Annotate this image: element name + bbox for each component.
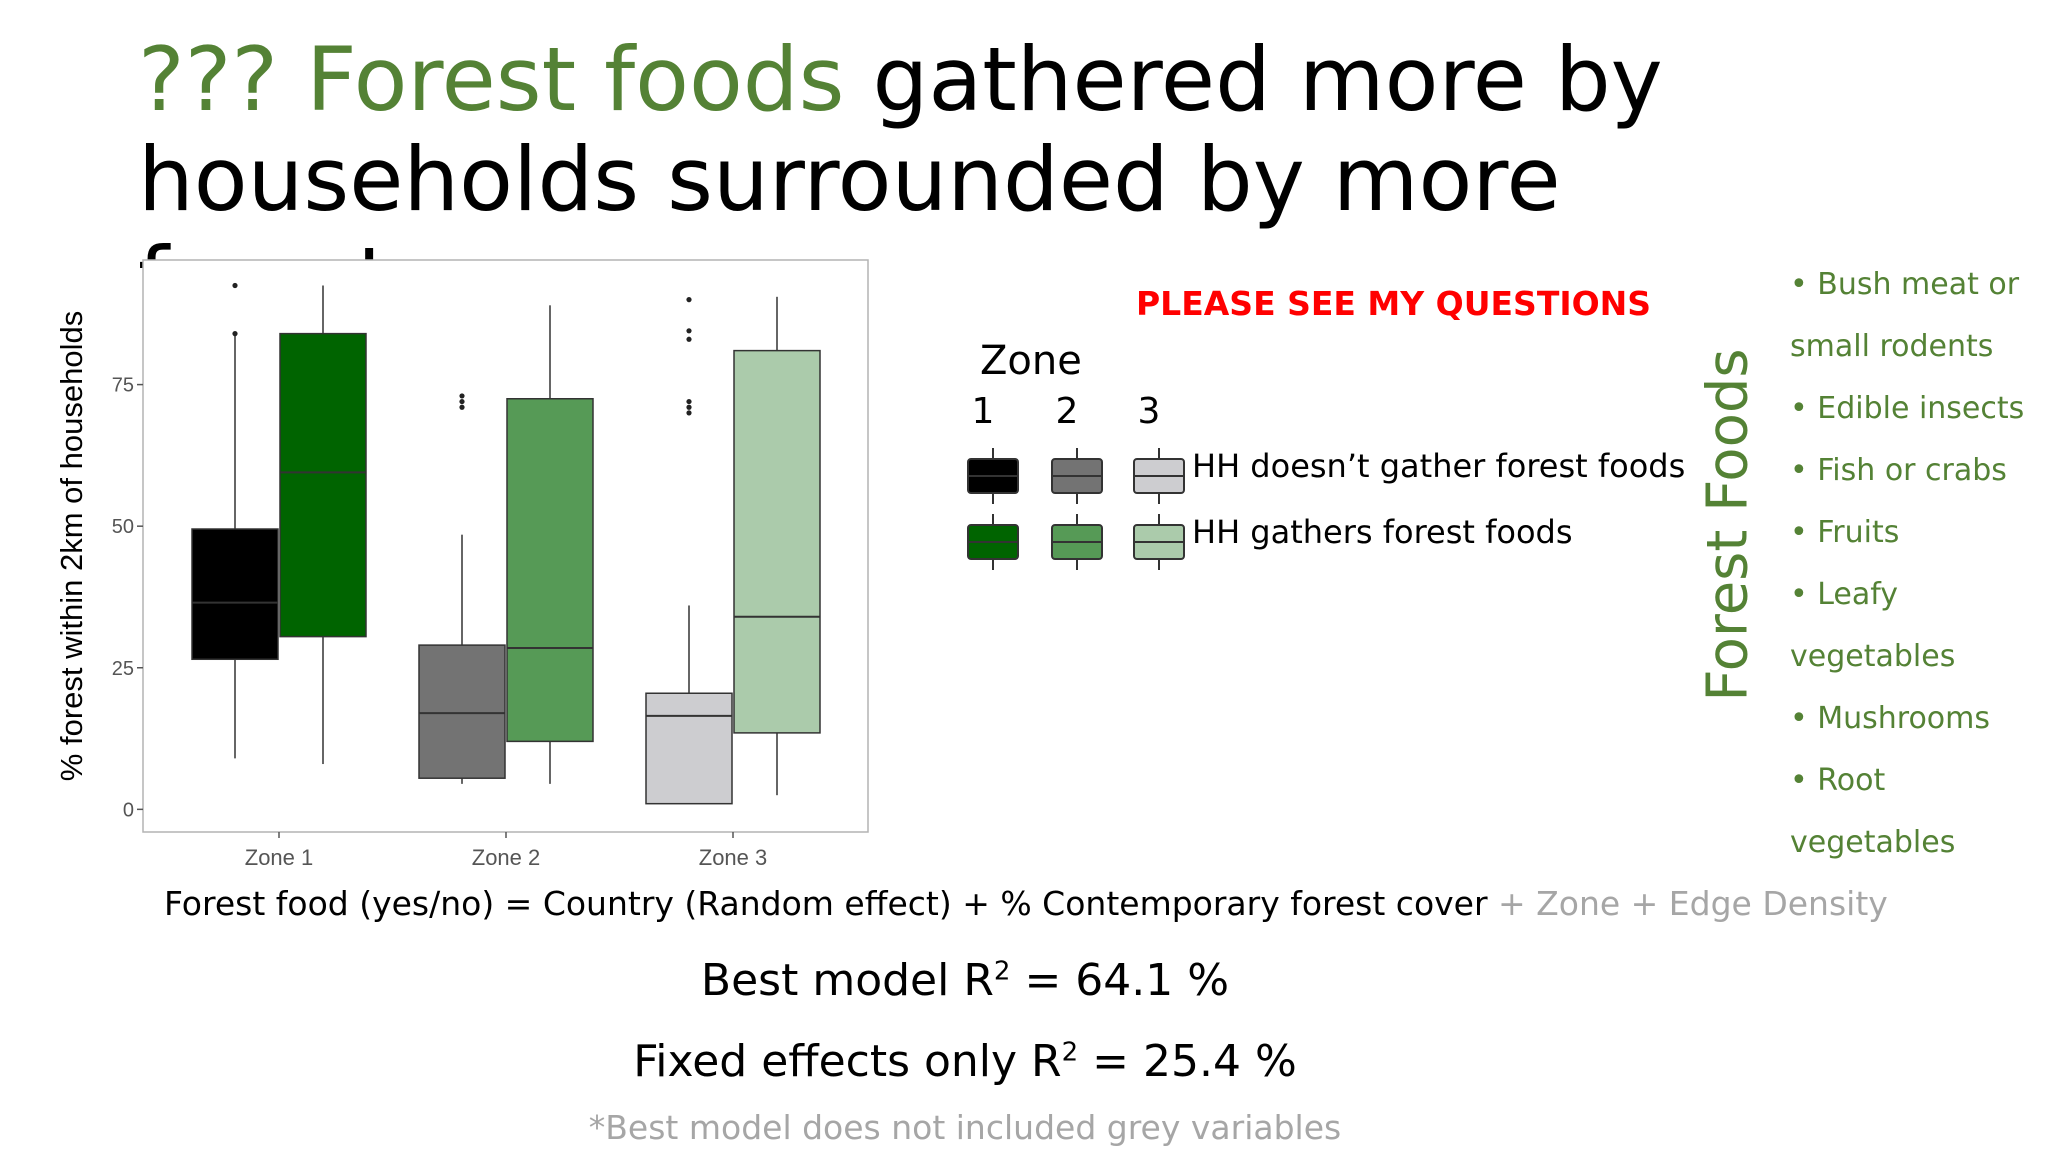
questions-note: PLEASE SEE MY QUESTIONS <box>1136 284 1652 323</box>
forest-food-item: Leafy vegetables <box>1790 564 2048 688</box>
x-tick-label: Zone 1 <box>245 845 314 870</box>
forest-food-item: Fruits <box>1790 502 2048 564</box>
outlier-point <box>686 398 692 405</box>
y-tick-label: 25 <box>112 658 134 680</box>
formula-grey-terms: + Zone + Edge Density <box>1487 884 1888 923</box>
footnote: *Best model does not included grey varia… <box>588 1108 1342 1147</box>
box-zone2-no <box>418 393 506 784</box>
legend-row-gather: HH gathers forest foods <box>1192 513 1573 551</box>
box-zone3-no <box>645 297 733 805</box>
fixed-effects-r2: Fixed effects only R2 = 25.4 % <box>633 1036 1297 1087</box>
legend-key-zone2-yes <box>1051 514 1103 570</box>
slide-title: ??? Forest foods gathered more by househ… <box>138 30 1738 330</box>
legend-title: Zone <box>980 338 1082 384</box>
box-zone3-yes <box>733 296 821 796</box>
box-iqr <box>506 398 594 743</box>
legend-key-zone1-yes <box>967 514 1019 570</box>
formula-main: Forest food (yes/no) = Country (Random e… <box>164 884 1488 923</box>
x-tick-label: Zone 2 <box>472 845 541 870</box>
box-iqr <box>279 332 367 638</box>
model-formula: Forest food (yes/no) = Country (Random e… <box>164 884 1888 923</box>
forest-food-item: Fish or crabs <box>1790 440 2048 502</box>
legend-key-zone1-no <box>967 448 1019 504</box>
box-zone2-yes <box>506 305 594 784</box>
box-zone1-no <box>191 282 279 759</box>
forest-food-item: Root vegetables <box>1790 750 2048 874</box>
y-tick-label: 0 <box>123 799 134 821</box>
outlier-point <box>459 398 465 405</box>
forest-boxplot: 0 25 50 75 Zone 1 Zone 2 Zone 3 % forest within… <box>54 259 869 870</box>
y-axis-label: % forest within 2km of households <box>54 311 89 781</box>
best-model-r2: Best model R2 = 64.1 % <box>700 955 1230 1006</box>
forest-food-item: Edible insects <box>1790 378 2048 440</box>
legend-key-zone3-no <box>1133 448 1185 504</box>
legend-zone-label: 3 <box>1138 391 1161 432</box>
outlier-point <box>232 331 238 337</box>
legend-zone-label: 1 <box>972 391 995 432</box>
outlier-point <box>686 297 692 303</box>
forest-food-item: Bush meat or small rodents <box>1790 254 2048 378</box>
legend-key-zone3-yes <box>1133 514 1185 570</box>
forest-food-item: Mushrooms <box>1790 688 2048 750</box>
outlier-point <box>686 410 692 416</box>
y-tick-label: 50 <box>112 516 134 538</box>
box-iqr <box>733 349 821 734</box>
y-tick-label: 75 <box>112 375 134 397</box>
title-rest: gathered more by households surrounded b… <box>138 28 1663 330</box>
forest-food-list: Bush meat or small rodentsEdible insects… <box>1790 254 2048 874</box>
title-highlight: ??? Forest foods <box>138 28 845 131</box>
legend-key-zone2-no <box>1051 448 1103 504</box>
outlier-point <box>686 328 692 334</box>
box-iqr <box>191 528 279 661</box>
outlier-point <box>459 404 465 410</box>
box-iqr <box>418 644 506 779</box>
box-iqr <box>645 692 733 805</box>
outlier-point <box>232 282 238 289</box>
legend-zone-label: 2 <box>1056 391 1079 432</box>
outlier-point <box>686 336 692 342</box>
outlier-point <box>459 393 465 399</box>
x-tick-label: Zone 3 <box>699 845 768 870</box>
legend-row-not-gather: HH doesn’t gather forest foods <box>1192 447 1685 485</box>
forest-foods-side-label: Forest Foods <box>1695 348 1761 702</box>
outlier-point <box>686 404 692 410</box>
box-zone1-yes <box>279 285 367 765</box>
